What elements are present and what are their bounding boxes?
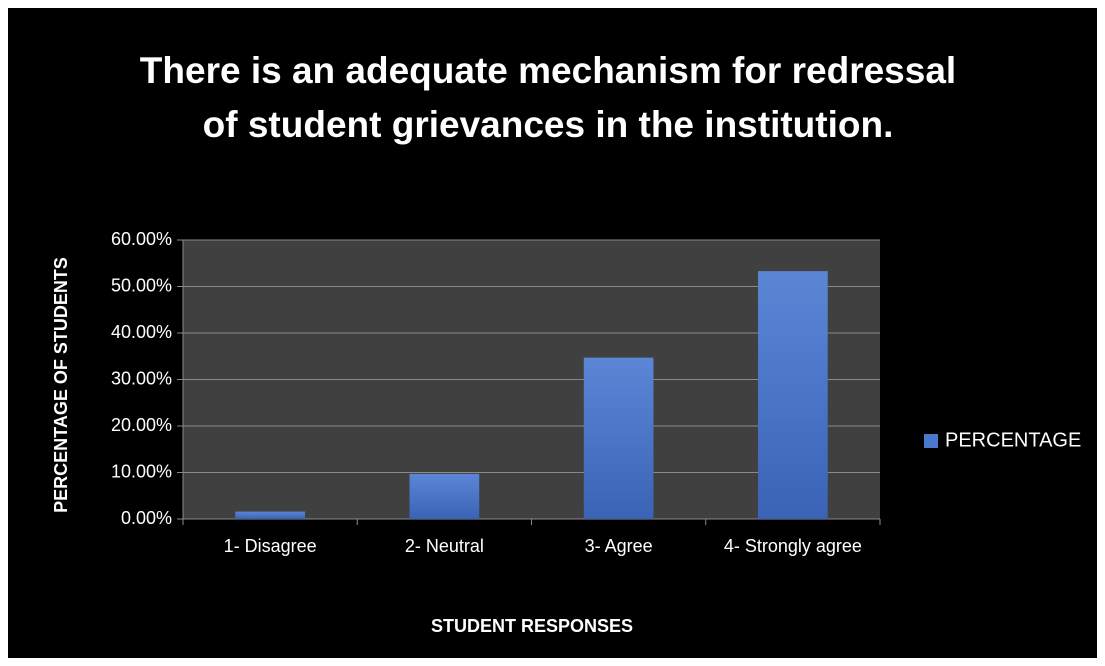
x-tick-label: 1- Disagree <box>223 536 317 556</box>
y-tick-label: 30.00% <box>111 368 172 388</box>
bar <box>235 511 305 519</box>
legend-swatch <box>924 434 938 448</box>
x-tick-label: 2- Neutral <box>404 536 484 556</box>
x-tick-label: 4- Strongly agree <box>723 536 862 556</box>
y-tick-label: 40.00% <box>111 322 172 342</box>
bar <box>409 473 480 519</box>
x-tick-label: 3- Agree <box>584 536 653 556</box>
y-tick-label: 60.00% <box>111 229 172 249</box>
y-tick-label: 50.00% <box>111 275 172 295</box>
chart-title: There is an adequate mechanism for redre… <box>139 50 957 145</box>
legend-label: PERCENTAGE <box>945 429 1081 451</box>
bar <box>758 271 828 519</box>
y-tick-label: 20.00% <box>111 415 172 435</box>
bar <box>583 357 654 519</box>
y-axis-label: PERCENTAGE OF STUDENTS <box>51 257 71 513</box>
y-tick-label: 10.00% <box>111 461 172 481</box>
x-axis-label: STUDENT RESPONSES <box>431 616 633 636</box>
y-tick-label: 0.00% <box>121 508 172 528</box>
